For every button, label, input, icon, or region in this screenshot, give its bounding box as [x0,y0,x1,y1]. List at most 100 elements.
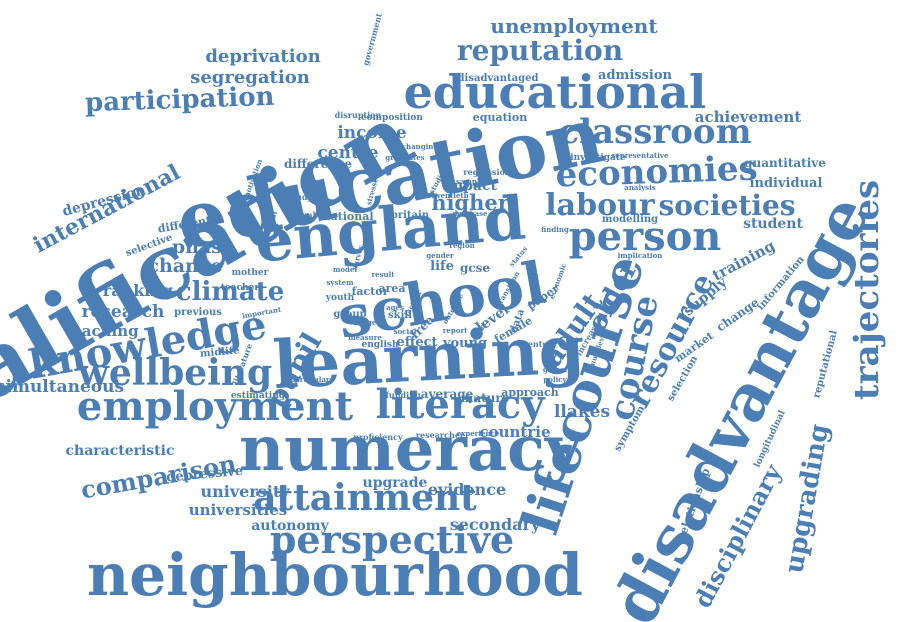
word-region: region [449,241,474,250]
word-countrie: countrie [479,423,550,441]
word-area: area [378,282,405,295]
word-database: database [452,209,488,218]
word-deprivation: deprivation [205,46,320,67]
word-climate: climate [176,277,285,307]
word-midlife: midlife [200,345,240,359]
word-higher: higher [431,190,510,215]
word-previous: previous [174,307,222,318]
word-particular: particular [290,375,330,384]
word-effect: effect [396,335,437,350]
word-admission: admission [598,68,672,83]
word-teacher: teacher [221,283,259,293]
word-graduates: graduates [385,153,424,162]
word-average: average [421,387,474,401]
word-gcse: gcse [460,261,490,275]
word-attainment: attainment [253,477,477,519]
word-student: student [743,216,803,232]
word-depressive: depressive [166,464,244,486]
word-equation: equation [473,111,527,124]
word-disruption: disruption [335,110,382,120]
word-labour: labour [545,188,656,223]
word-regression: regression [463,167,511,177]
word-mother: mother [232,268,269,278]
word-report: report [443,326,468,335]
word-university: university [200,482,290,501]
word-estimating: estimating [231,391,286,401]
word-numeracy: numeracy [239,412,583,485]
word-educational: educational [404,65,707,119]
word-individual: individual [750,176,823,191]
word-simultaneous: simultaneous [0,377,124,397]
word-global: global [543,365,568,374]
word-investigate: investigate [570,153,626,163]
word-century: century [523,339,558,349]
word-approach: approach [501,386,558,399]
word-representative: representative [612,151,669,160]
word-upgrade: upgrade [363,475,428,491]
word-centre: centre [317,143,378,163]
word-teaching: teaching [65,322,139,340]
word-segregation: segregation [190,67,310,88]
word-gender: gender [426,251,454,260]
word-mature: mature [461,391,510,405]
word-income: income [337,123,406,143]
word-autonomy: autonomy [251,518,329,534]
word-phase: phase [172,236,234,258]
word-achievement: achievement [695,108,802,126]
word-participation: participation [85,82,276,119]
word-upgrading: upgrading [779,422,835,576]
word-group: group [333,309,366,320]
word-wellbeing: wellbeing [77,352,272,394]
word-finding: finding [541,225,569,234]
word-secondary: secondary [450,515,541,534]
word-experience: experience [457,429,500,438]
word-chance: chance [147,255,222,277]
word-policy: policy [543,375,567,384]
word-person: person [569,213,722,260]
word-ages: ages [386,303,404,312]
word-llakes: llakes [554,402,610,422]
word-societies: societies [658,189,795,222]
word-learning: learning [271,310,586,404]
word-skill: skill [388,310,412,321]
word-impact: impact [443,178,498,194]
word-youth: youth [325,293,355,303]
word-difference: difference [284,157,352,171]
word-study: study [288,192,313,202]
word-model: model [333,265,357,274]
word-disadvantaged: disadvantaged [458,73,539,84]
word-national: national [322,210,373,223]
word-economies: economies [555,148,758,195]
word-sample: sample [456,177,484,186]
word-employment: employment [77,383,354,430]
word-evidence: evidence [428,480,506,499]
word-literacy: literacy [376,381,547,428]
word-researcher: researcher [416,430,465,440]
word-english: english [361,340,398,350]
word-government: government [360,12,384,67]
word-britain: britain [391,210,430,221]
word-quantitative: quantitative [744,156,826,170]
word-changing: changing [402,142,439,151]
word-system: system [326,278,354,287]
word-research: research [82,302,165,322]
word-reputation: reputation [457,34,623,67]
word-proficiency: proficiency [353,432,403,442]
word-number: number [293,210,329,220]
word-perspective: perspective [270,517,514,562]
word-range: range [354,318,377,327]
word-result: result [371,270,395,279]
word-composition: composition [361,113,423,123]
word-social: social [394,327,417,336]
word-unemployment: unemployment [490,14,658,38]
word-classroom: classroom [558,112,751,152]
word-implication: implication [618,251,663,260]
word-ranking: ranking [103,281,173,300]
word-analysis: analysis [624,183,655,192]
word-characteristic: characteristic [65,443,174,459]
word-life: life [430,259,454,274]
word-universities: universities [189,501,287,519]
word-neighbourhood: neighbourhood [87,541,583,609]
word-factor: factor [352,285,389,298]
